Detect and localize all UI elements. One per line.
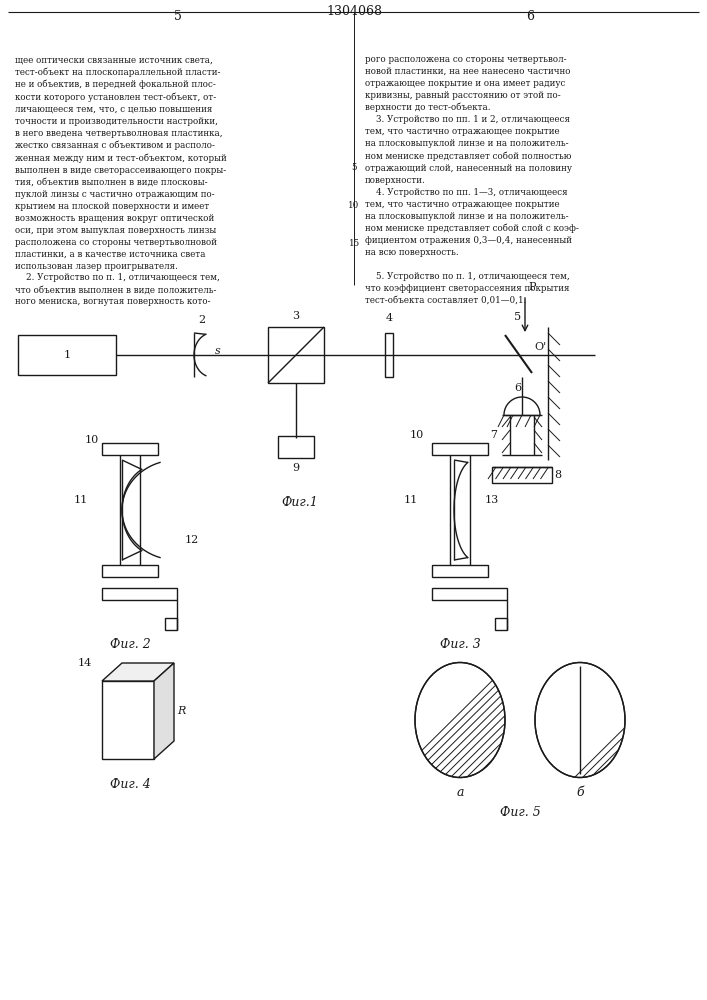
- Bar: [495, 618, 507, 630]
- Bar: [432, 588, 507, 600]
- Text: Фиг.1: Фиг.1: [281, 496, 318, 510]
- Text: P: P: [528, 282, 535, 292]
- Text: s: s: [215, 346, 221, 356]
- Bar: [102, 588, 177, 600]
- Bar: [492, 467, 552, 483]
- Bar: [165, 618, 177, 630]
- Bar: [102, 681, 154, 759]
- Text: рого расположена со стороны четвертьвол-
новой пластинки, на нее нанесено частич: рого расположена со стороны четвертьвол-…: [365, 55, 579, 305]
- Text: 5: 5: [351, 163, 357, 172]
- Text: 10: 10: [85, 435, 99, 445]
- Bar: [278, 436, 314, 458]
- Text: 12: 12: [185, 535, 199, 545]
- Text: щее оптически связанные источник света,
тест-объект на плоскопараллельной пласти: щее оптически связанные источник света, …: [15, 55, 227, 306]
- Text: 15: 15: [349, 238, 360, 247]
- Bar: [18, 335, 116, 375]
- Text: а: а: [456, 786, 464, 800]
- Text: Фиг. 3: Фиг. 3: [440, 639, 480, 652]
- Text: б: б: [576, 786, 584, 800]
- Polygon shape: [154, 663, 174, 759]
- Bar: [102, 565, 158, 577]
- Text: Фиг. 4: Фиг. 4: [110, 778, 151, 790]
- Text: R: R: [177, 706, 185, 716]
- Text: 5: 5: [174, 10, 182, 23]
- Text: 10: 10: [349, 200, 360, 210]
- Text: 7: 7: [490, 430, 497, 440]
- Text: 8: 8: [554, 470, 561, 480]
- Text: 2: 2: [199, 315, 206, 325]
- Text: 6: 6: [515, 383, 522, 393]
- Bar: [432, 443, 488, 455]
- Text: 3: 3: [293, 311, 300, 321]
- Text: 10: 10: [410, 430, 424, 440]
- Text: 14: 14: [78, 658, 92, 668]
- Ellipse shape: [535, 662, 625, 778]
- Text: O': O': [534, 342, 547, 352]
- Text: 13: 13: [485, 495, 499, 505]
- Text: 11: 11: [74, 495, 88, 505]
- Bar: [102, 443, 158, 455]
- Text: 9: 9: [293, 463, 300, 473]
- Text: 1: 1: [64, 350, 71, 360]
- Text: 11: 11: [404, 495, 418, 505]
- Polygon shape: [102, 663, 174, 681]
- Text: Фиг. 5: Фиг. 5: [500, 806, 540, 818]
- Text: 5: 5: [515, 312, 522, 322]
- Text: 4: 4: [385, 313, 392, 323]
- Ellipse shape: [415, 662, 505, 778]
- Text: 1304068: 1304068: [326, 5, 382, 18]
- Bar: [268, 327, 324, 383]
- Bar: [432, 565, 488, 577]
- Text: 6: 6: [526, 10, 534, 23]
- Text: Фиг. 2: Фиг. 2: [110, 639, 151, 652]
- Bar: [385, 333, 393, 377]
